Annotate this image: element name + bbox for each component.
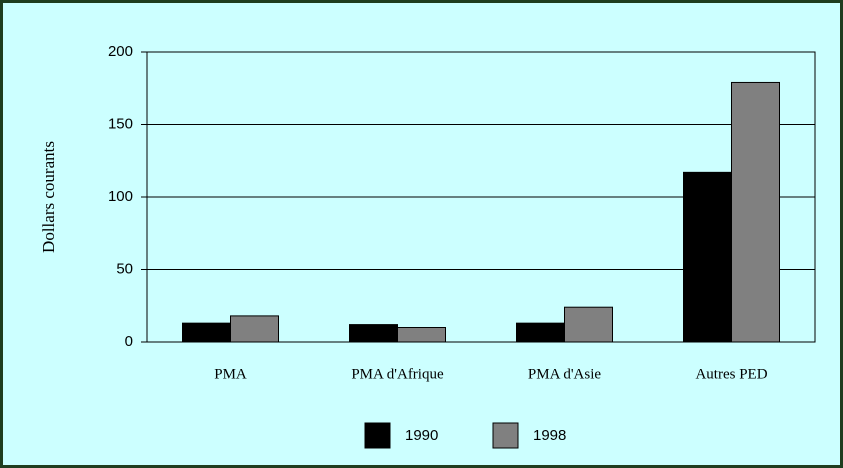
bar xyxy=(230,315,279,343)
legend-swatch xyxy=(492,422,519,449)
legend-swatch xyxy=(364,422,391,449)
y-tick-label: 100 xyxy=(108,188,133,205)
x-tick-label: Autres PED xyxy=(695,366,767,382)
y-tick-label: 150 xyxy=(108,115,133,132)
bar xyxy=(397,327,446,343)
legend-label: 1990 xyxy=(405,427,438,444)
y-tick-label: 50 xyxy=(116,260,133,277)
bar xyxy=(516,322,565,343)
bar xyxy=(683,171,732,343)
x-tick-label: PMA d'Asie xyxy=(528,366,601,382)
bar xyxy=(564,306,613,343)
x-tick-label: PMA d'Afrique xyxy=(351,366,444,382)
y-tick-label: 200 xyxy=(108,43,133,60)
bar xyxy=(731,81,780,343)
y-tick-label: 0 xyxy=(125,333,133,350)
x-tick-label: PMA xyxy=(214,366,247,382)
legend-label: 1998 xyxy=(533,427,566,444)
bar xyxy=(182,322,231,343)
y-axis-label: Dollars courants xyxy=(39,141,58,253)
bar xyxy=(349,324,398,343)
